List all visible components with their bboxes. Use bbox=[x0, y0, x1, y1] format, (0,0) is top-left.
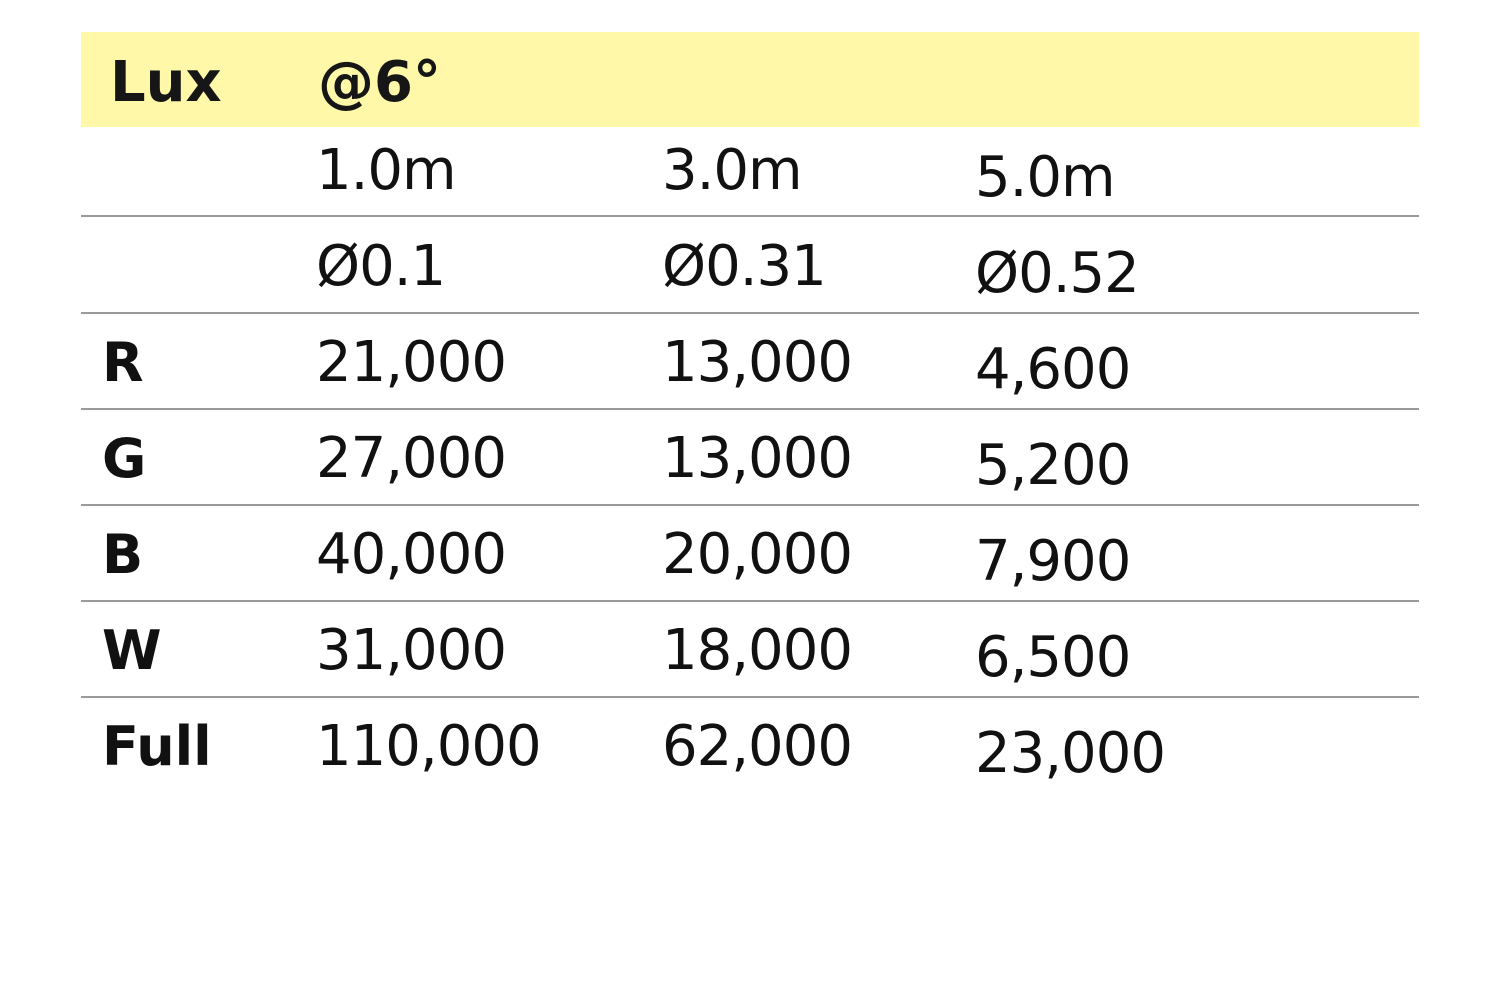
row-divider bbox=[81, 215, 1419, 217]
diameter-header: Ø0.1 bbox=[316, 234, 446, 299]
row-divider bbox=[81, 504, 1419, 506]
lux-value: 62,000 bbox=[662, 714, 853, 779]
row-label: G bbox=[102, 427, 147, 490]
lux-value: 27,000 bbox=[316, 426, 507, 491]
row-divider bbox=[81, 408, 1419, 410]
diameter-header: Ø0.31 bbox=[662, 234, 827, 299]
row-label: R bbox=[102, 331, 144, 394]
distance-header: 1.0m bbox=[316, 138, 457, 203]
distance-header: 5.0m bbox=[975, 145, 1116, 210]
row-divider bbox=[81, 600, 1419, 602]
lux-value: 13,000 bbox=[662, 330, 853, 395]
row-label: Full bbox=[102, 715, 212, 778]
row-label: W bbox=[102, 619, 162, 682]
row-label: B bbox=[102, 523, 144, 586]
lux-value: 110,000 bbox=[316, 714, 542, 779]
lux-value: 13,000 bbox=[662, 426, 853, 491]
lux-value: 6,500 bbox=[975, 625, 1131, 690]
lux-value: 40,000 bbox=[316, 522, 507, 587]
lux-value: 21,000 bbox=[316, 330, 507, 395]
row-divider bbox=[81, 312, 1419, 314]
lux-value: 4,600 bbox=[975, 337, 1131, 402]
diameter-header: Ø0.52 bbox=[975, 241, 1140, 306]
lux-value: 5,200 bbox=[975, 433, 1131, 498]
beam-angle: @6° bbox=[318, 50, 441, 115]
lux-value: 18,000 bbox=[662, 618, 853, 683]
lux-value: 31,000 bbox=[316, 618, 507, 683]
lux-value: 7,900 bbox=[975, 529, 1131, 594]
lux-value: 23,000 bbox=[975, 721, 1166, 786]
header-band bbox=[81, 32, 1419, 127]
row-divider bbox=[81, 696, 1419, 698]
table-title: Lux bbox=[110, 50, 222, 115]
distance-header: 3.0m bbox=[662, 138, 803, 203]
lux-value: 20,000 bbox=[662, 522, 853, 587]
